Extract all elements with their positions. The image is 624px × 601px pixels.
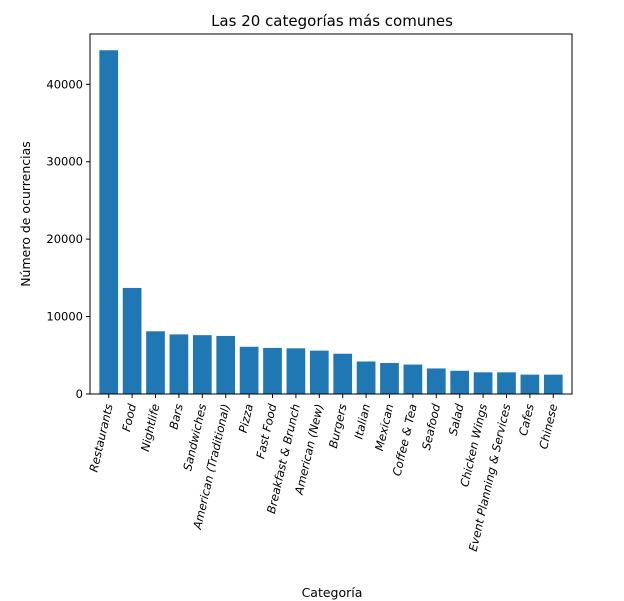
y-tick-label-2: 20000 [46,232,83,246]
y-tick-label-0: 0 [76,387,83,401]
y-tick-label-4: 40000 [46,77,83,91]
bar-8 [263,347,282,394]
x-tick-label-16: Salad [446,402,467,437]
x-axis-label: Categoría [302,585,363,600]
bar-20 [543,374,563,394]
x-tick-label-12: Italian [351,403,373,441]
x-tick-label-8: Fast Food [253,402,279,460]
x-tick-label-19: Cafes [516,403,537,438]
bars-group [99,50,563,395]
chart-title: Las 20 categorías más comunes [211,12,453,30]
x-tick-label-3: Nightlife [138,403,163,453]
bar-4 [169,334,189,394]
x-tick-label-20: Chinese [536,403,560,451]
bar-5 [192,335,212,394]
x-tick-label-1: Restaurants [86,403,115,474]
bar-17 [473,372,493,394]
bar-10 [309,350,329,394]
bar-11 [333,353,353,394]
y-axis: 0 10000 20000 30000 40000 [46,77,90,401]
x-tick-label-15: Seafood [419,402,443,451]
bar-18 [497,372,516,394]
bar-19 [520,374,540,394]
y-tick-label-3: 30000 [46,155,83,169]
y-tick-label-1: 10000 [46,310,83,324]
bar-9 [286,348,306,394]
bar-3 [146,331,165,394]
y-axis-label: Número de ocurrencias [18,141,33,287]
bar-13 [380,363,399,394]
x-tick-label-11: Burgers [326,403,350,450]
plot-frame [89,33,573,395]
x-tick-label-7: Pizza [236,403,256,435]
bar-12 [356,361,376,394]
bar-15 [426,368,446,394]
x-tick-label-4: Bars [166,403,185,431]
bar-1 [99,50,119,395]
bar-7 [239,346,259,394]
bar-6 [216,335,236,394]
bar-16 [450,370,470,394]
bar-14 [403,364,423,394]
x-tick-label-13: Mexican [372,403,396,453]
x-tick-label-2: Food [119,402,139,433]
bar-2 [122,287,142,394]
